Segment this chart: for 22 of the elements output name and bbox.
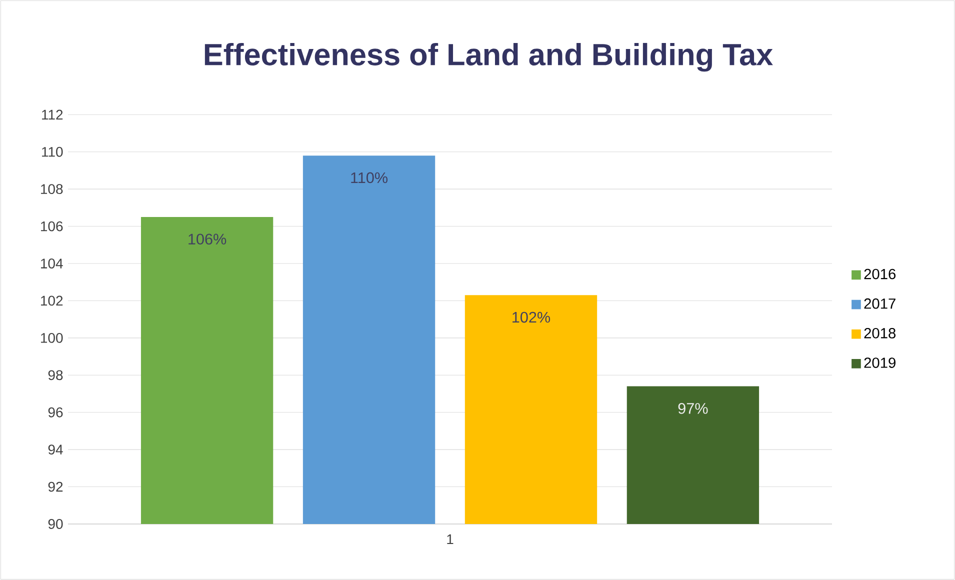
data-label: 106% bbox=[188, 234, 226, 245]
data-label: 110% bbox=[351, 172, 388, 184]
data-label: 97% bbox=[678, 403, 708, 414]
y-tick-label: 102 bbox=[41, 296, 63, 306]
legend-label: 2017 bbox=[864, 298, 896, 309]
y-tick-label: 104 bbox=[41, 258, 63, 268]
y-tick-label: 92 bbox=[48, 482, 63, 492]
y-tick-label: 98 bbox=[48, 370, 63, 380]
y-tick-label: 100 bbox=[41, 332, 63, 343]
legend-label: 2018 bbox=[864, 328, 896, 338]
data-label: 102% bbox=[512, 312, 550, 323]
x-tick-label: 1 bbox=[447, 534, 454, 544]
legend-label: 2016 bbox=[864, 268, 896, 280]
y-tick-label: 96 bbox=[48, 407, 63, 418]
y-tick-label: 106 bbox=[41, 221, 63, 232]
y-tick-label: 108 bbox=[41, 184, 63, 194]
chart-title: Effectiveness of Land and Building Tax bbox=[204, 42, 773, 72]
y-tick-label: 94 bbox=[48, 444, 63, 455]
legend-label: 2019 bbox=[864, 358, 896, 368]
y-tick-label: 90 bbox=[48, 519, 63, 529]
y-tick-label: 110 bbox=[42, 146, 63, 157]
y-tick-label: 112 bbox=[42, 110, 63, 120]
